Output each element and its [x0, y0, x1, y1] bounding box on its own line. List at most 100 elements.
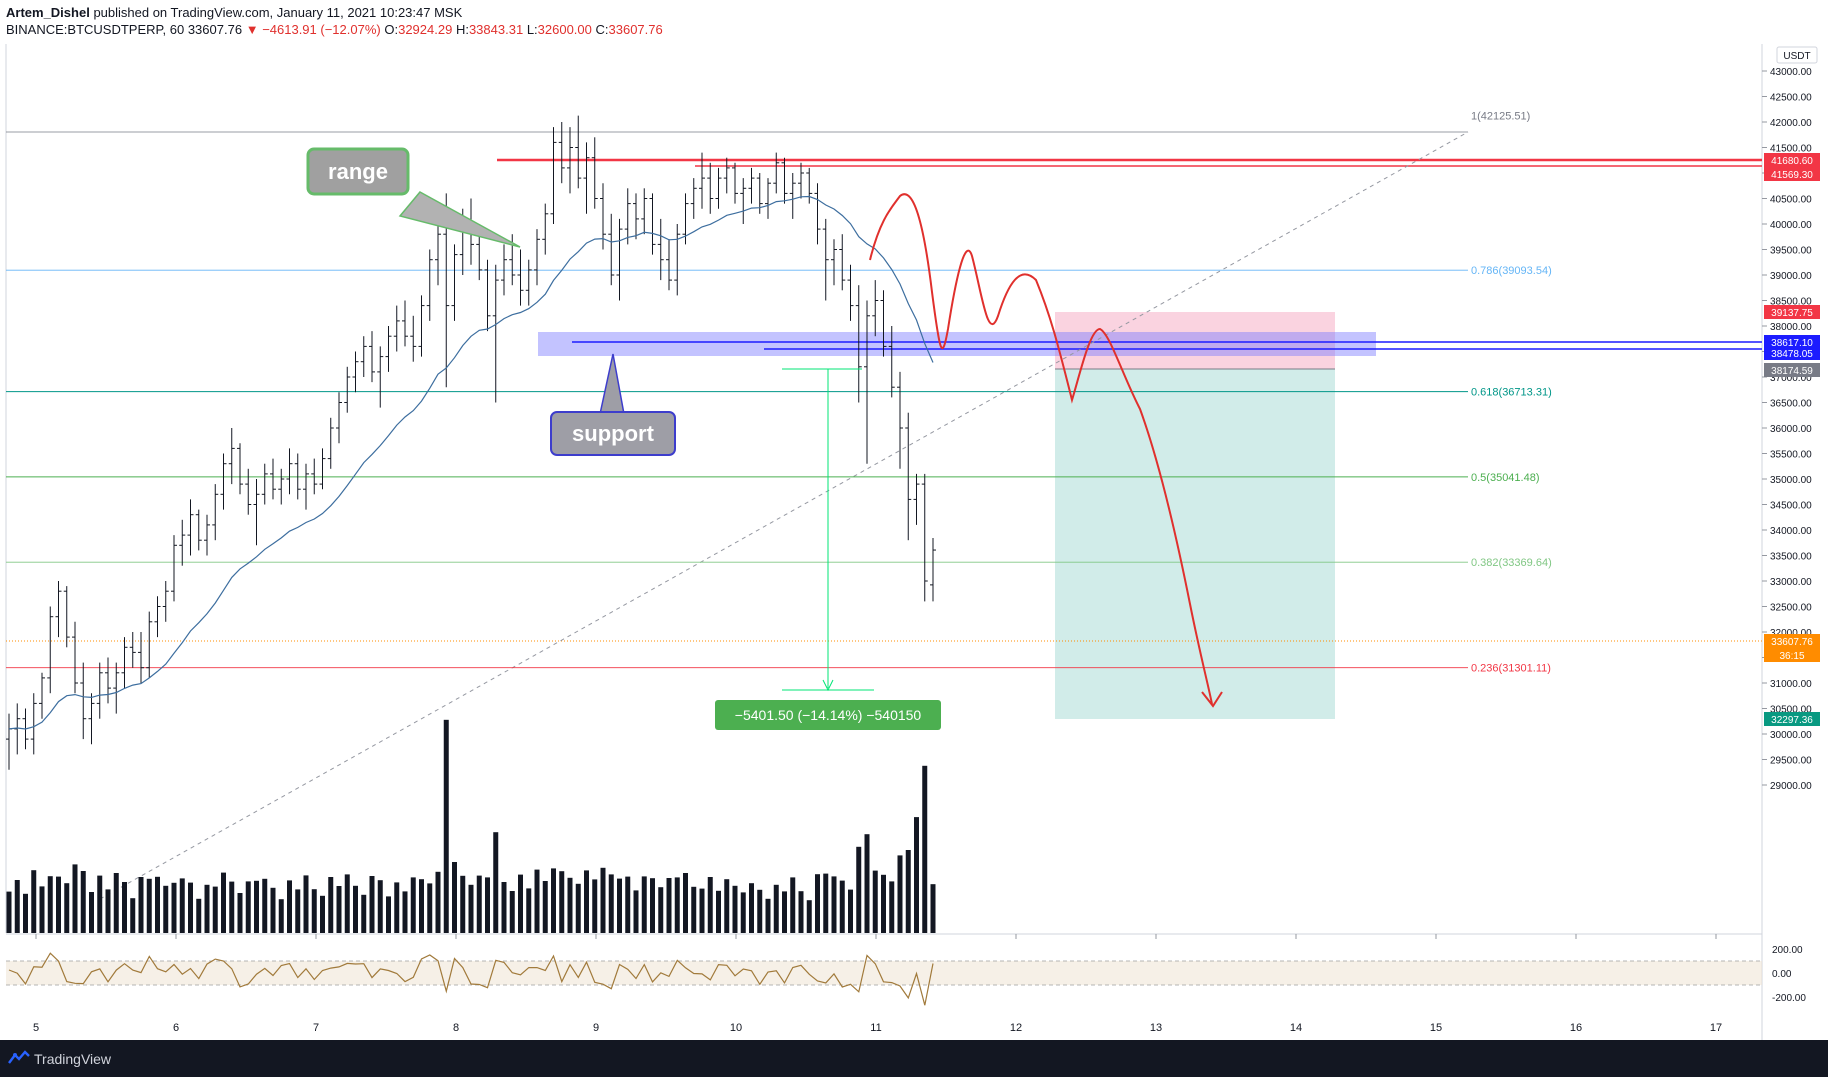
price-label-text: 38174.59 [1771, 366, 1813, 377]
fib-label: 0.618(36713.31) [1471, 387, 1552, 399]
volume-bar [773, 884, 779, 933]
volume-bar [699, 888, 705, 933]
price-tick-label: 38500.00 [1770, 297, 1812, 308]
time-axis[interactable]: 5 6 7 8 9 10 11 12 13 14 15 16 17 [33, 934, 1722, 1034]
volume-bar [344, 874, 350, 933]
symbol-label[interactable]: BINANCE:BTCUSDTPERP, 60 [6, 22, 185, 37]
fib-retracement[interactable]: 1(42125.51) 0.786(39093.54) 0.618(36713.31… [6, 111, 1552, 675]
trend-line[interactable] [99, 131, 1469, 900]
volume-bar [922, 765, 928, 933]
price-tick-label: 30500.00 [1770, 705, 1812, 716]
volume-bar [526, 888, 532, 933]
volume-bar [311, 889, 317, 933]
volume-bar [163, 885, 169, 933]
volume-bar [394, 882, 400, 933]
volume-bar [815, 874, 820, 933]
volume-bar [80, 871, 86, 933]
range-callout-box[interactable] [306, 147, 410, 196]
high-label: H: [455, 22, 469, 37]
price-tick-label: 36000.00 [1770, 424, 1812, 435]
volume-bar [262, 878, 268, 933]
price-label-bg [1764, 648, 1820, 662]
price-tick-label: 41500.00 [1770, 144, 1812, 155]
volume-bar [89, 892, 94, 933]
volume-bar [460, 875, 466, 933]
fib-label: 1(42125.51) [1471, 111, 1530, 123]
volume-bar [386, 896, 391, 933]
volume-bar [534, 869, 540, 933]
volume-bar [39, 886, 45, 933]
volume-bar [14, 880, 20, 933]
price-tick-label: 29500.00 [1770, 756, 1812, 767]
range-callout-pointer [398, 191, 521, 248]
volume-bar [23, 893, 28, 933]
volume-bar [402, 891, 408, 933]
footer-bar: TradingView [0, 1040, 1828, 1077]
support-callout-box[interactable] [550, 411, 676, 456]
volume-bar [278, 899, 284, 933]
publish-line: Artem_Dishel published on TradingView.co… [6, 5, 462, 20]
volume-bar [229, 881, 235, 933]
price-label-bg [1764, 153, 1820, 167]
price-label-bg [1764, 346, 1820, 360]
price-label-bg [1764, 634, 1820, 648]
volume-bar [683, 873, 688, 933]
volume-bar [113, 873, 119, 933]
support-zone[interactable] [538, 332, 1376, 356]
volume-bar [476, 875, 482, 933]
volume-bar [782, 891, 787, 933]
volume-bar [295, 889, 301, 933]
price-chart[interactable]: 1(42125.51) 0.786(39093.54) 0.618(36713.31… [0, 44, 1828, 1040]
price-label-text: 39137.75 [1771, 308, 1813, 319]
ohlc-line: BINANCE:BTCUSDTPERP, 60 33607.76 ▼ −4613… [6, 22, 663, 37]
price-labels: 41680.60 41569.30 39137.75 38617.1038478.05… [1764, 153, 1820, 726]
volume-bar [658, 887, 664, 933]
volume-bar [6, 891, 12, 933]
target-zone[interactable] [1055, 369, 1335, 719]
measure-label-box[interactable] [715, 700, 941, 730]
open-value: 32924.29 [398, 22, 453, 37]
down-triangle-icon: ▼ [245, 22, 259, 37]
time-tick-label: 17 [1710, 1022, 1722, 1034]
volume-bar [303, 875, 309, 933]
volume-bar [138, 877, 144, 933]
time-tick-label: 15 [1430, 1022, 1442, 1034]
currency-label: USDT [1783, 51, 1810, 62]
volume-bar [97, 875, 103, 933]
volume-bar [732, 885, 738, 933]
forecast-path[interactable] [869, 193, 1213, 705]
volume-bar [427, 883, 433, 933]
volume-bar [353, 885, 358, 933]
tradingview-logo-icon[interactable] [8, 1050, 30, 1066]
time-tick-label: 13 [1150, 1022, 1162, 1034]
price-label-bg [1764, 363, 1820, 377]
volume-bar [551, 868, 556, 933]
volume-bar [468, 884, 474, 933]
currency-badge[interactable] [1776, 46, 1818, 64]
volume-bar [64, 883, 70, 933]
chart-background [6, 44, 1764, 1040]
volume-bar [443, 719, 449, 933]
footer-brand[interactable]: TradingView [34, 1051, 112, 1067]
price-label-text: 38478.05 [1771, 349, 1813, 360]
volume-bar [56, 876, 61, 933]
volume-bar [575, 883, 581, 933]
volume-bar [716, 890, 721, 933]
price-label-bg [1764, 712, 1820, 726]
price-tick-label: 30000.00 [1770, 730, 1812, 741]
close-value: 33607.76 [608, 22, 663, 37]
volume-bar [790, 877, 796, 933]
low-value: 32600.00 [537, 22, 592, 37]
volume-bar [625, 876, 631, 933]
stop-zone[interactable] [1055, 312, 1335, 369]
price-tick-label: 33500.00 [1770, 552, 1812, 563]
change-value: −4613.91 (−12.07%) [262, 22, 381, 37]
chart-header: Artem_Dishel published on TradingView.co… [0, 0, 1828, 44]
author-name[interactable]: Artem_Dishel [6, 5, 90, 20]
price-tick-label: 39000.00 [1770, 271, 1812, 282]
oscillator-axis: 200.00 0.00 -200.00 [1772, 945, 1806, 1004]
volume-bar [641, 876, 647, 933]
volume-bar [831, 876, 837, 933]
price-label-bg [1764, 167, 1820, 181]
